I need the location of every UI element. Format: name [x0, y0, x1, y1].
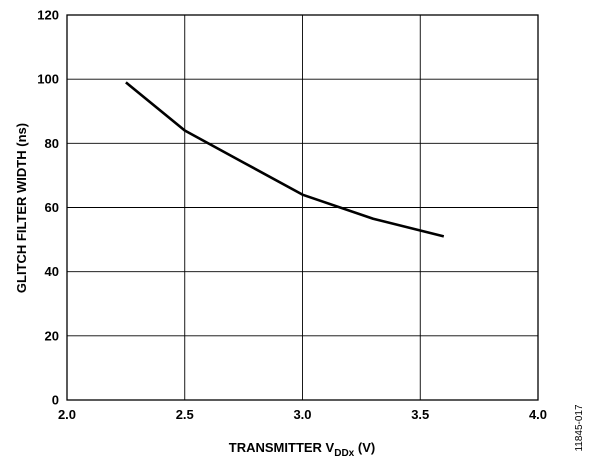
x-axis-title-subscript: DDx	[334, 448, 354, 459]
x-tick-label: 4.0	[529, 407, 547, 422]
y-tick-label: 120	[37, 8, 59, 23]
x-axis-title-suffix: (V)	[354, 440, 375, 455]
x-tick-label: 3.5	[411, 407, 429, 422]
x-tick-label: 3.0	[293, 407, 311, 422]
grid-layer	[66, 14, 539, 401]
x-tick-label: 2.5	[176, 407, 194, 422]
figure-id-label: 11845-017	[574, 404, 585, 452]
y-tick-label: 0	[52, 393, 59, 408]
x-axis-title-prefix: TRANSMITTER V	[229, 440, 335, 455]
x-tick-label: 2.0	[58, 407, 76, 422]
y-tick-label: 40	[45, 264, 59, 279]
tick-label-layer: 2.0 2.5 3.0 3.5 4.0 0 20 40 60 80 100 120	[37, 8, 547, 423]
series-line	[125, 81, 445, 238]
y-axis-title: GLITCH FILTER WIDTH (ns)	[14, 123, 29, 293]
x-axis-title: TRANSMITTER VDDx (V)	[229, 440, 375, 459]
y-tick-label: 80	[45, 136, 59, 151]
y-tick-label: 100	[37, 72, 59, 87]
series-layer	[125, 81, 445, 238]
y-tick-label: 20	[45, 328, 59, 343]
y-tick-label: 60	[45, 200, 59, 215]
